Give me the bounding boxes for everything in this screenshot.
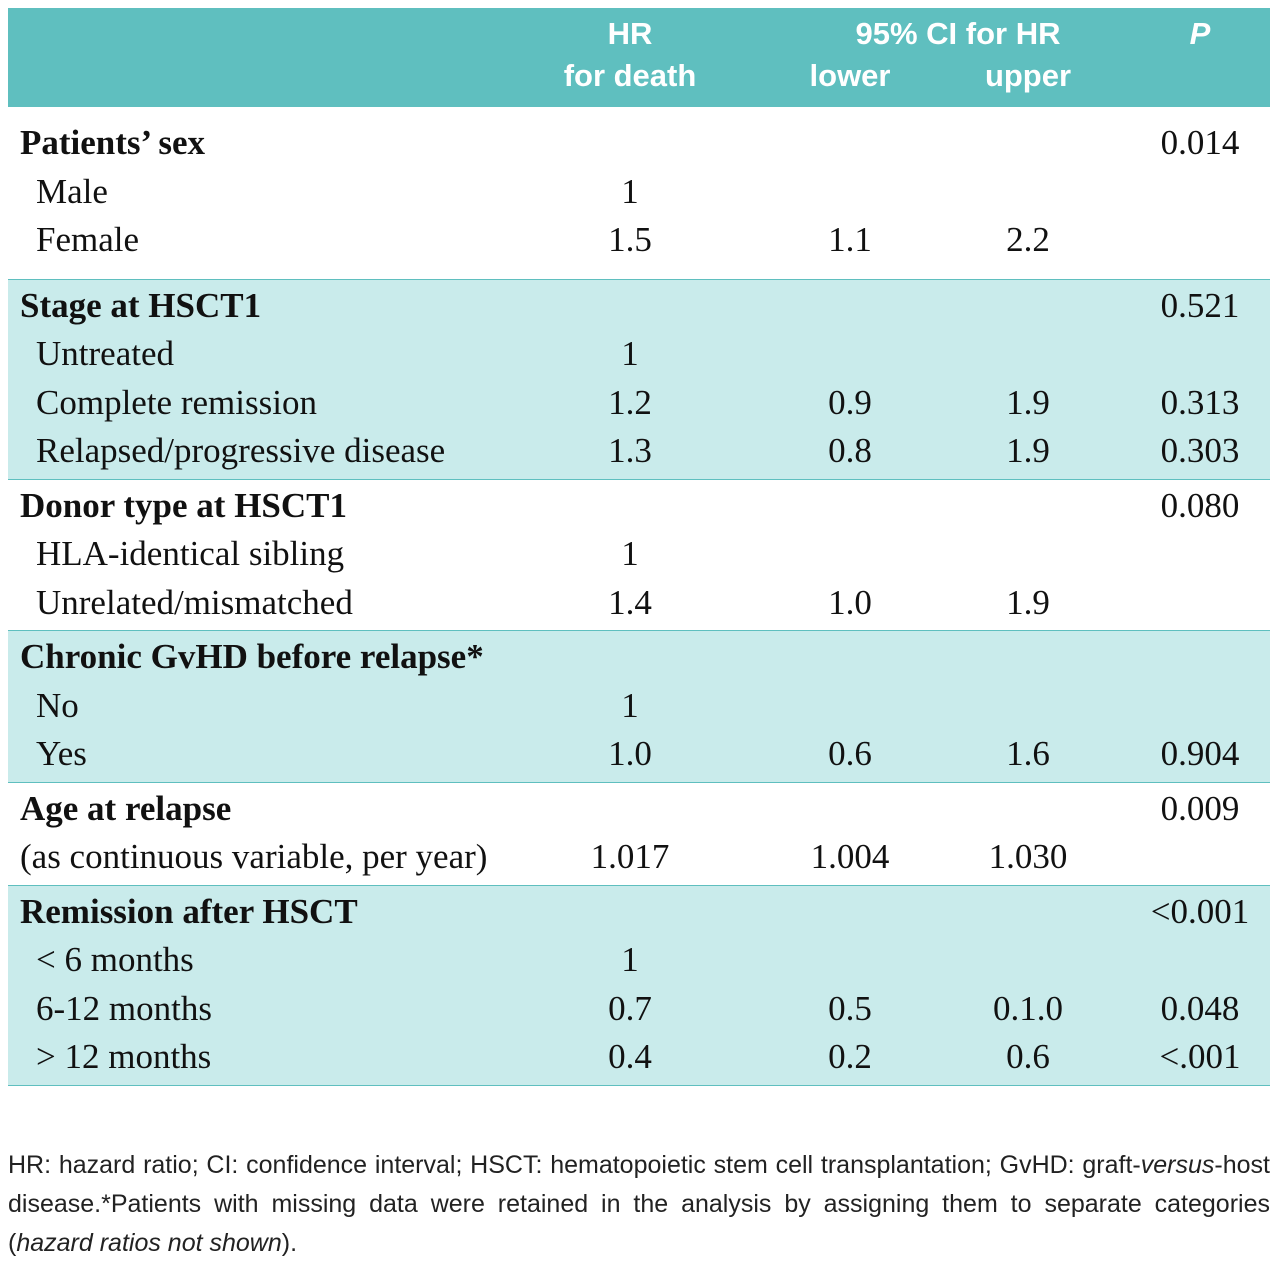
- row-label: Female: [36, 220, 140, 259]
- cell-upper: 0.6: [1006, 1037, 1050, 1076]
- row-label: Complete remission: [36, 382, 317, 422]
- cell-p: 0.048: [1160, 988, 1240, 1028]
- cell-hr: 1: [621, 940, 639, 979]
- p-value: <0.001: [1150, 891, 1250, 931]
- table-row: (as continuous variable, per year) 1.017 1…: [8, 833, 1270, 882]
- group-title: Chronic GvHD before relapse*: [20, 637, 484, 676]
- row-label: HLA-identical sibling: [36, 534, 345, 573]
- table-row: 6-12 months 0.7 0.5 0.1.0 0.048: [8, 985, 1270, 1034]
- table-row: Complete remission 1.2 0.9 1.9 0.313: [8, 379, 1270, 428]
- cell-lower: 0.5: [828, 988, 872, 1028]
- cell-hr: 1: [621, 171, 639, 211]
- row-group: Stage at HSCT1 0.521 Untreated 1 Complete re…: [8, 279, 1270, 480]
- table-row: Female 1.5 1.1 2.2: [8, 216, 1270, 265]
- group-title-row: Patients’ sex 0.014: [8, 119, 1270, 168]
- row-group: Patients’ sex 0.014 Male 1 Female 1.5 1.1 2.2: [8, 107, 1270, 280]
- p-value: 0.521: [1160, 285, 1240, 325]
- header-lower: lower: [809, 58, 891, 93]
- row-label: 6-12 months: [36, 988, 212, 1028]
- cell-upper: 1.9: [1006, 431, 1050, 470]
- row-group: Remission after HSCT <0.001 < 6 months 1 6-1…: [8, 885, 1270, 1086]
- cell-p: 0.313: [1160, 382, 1240, 422]
- footnote-text: HR: hazard ratio; CI: confidence interva…: [8, 1151, 1141, 1179]
- row-group: Donor type at HSCT1 0.080 HLA-identical si…: [8, 480, 1270, 631]
- cell-p: 0.303: [1160, 431, 1240, 470]
- cell-upper: 1.6: [1006, 734, 1050, 773]
- table: HR for death 95% CI for HR lower upper P…: [8, 8, 1270, 1086]
- cell-lower: 1.0: [828, 582, 872, 622]
- row-label: Unrelated/mismatched: [36, 582, 353, 622]
- group-title: Remission after HSCT: [20, 891, 358, 931]
- group-title-row: Donor type at HSCT1 0.080: [8, 482, 1270, 531]
- table-row: Untreated 1: [8, 330, 1270, 379]
- group-title: Donor type at HSCT1: [20, 485, 348, 525]
- cell-hr: 1.0: [608, 734, 652, 773]
- group-title: Stage at HSCT1: [20, 285, 262, 325]
- cell-upper: 1.9: [1006, 382, 1050, 422]
- row-group: Age at relapse 0.009 (as continuous variab…: [8, 783, 1270, 886]
- p-value: 0.080: [1160, 485, 1240, 525]
- cell-hr: 1.017: [590, 837, 670, 876]
- cell-upper: 2.2: [1006, 220, 1050, 259]
- cell-hr: 1.3: [608, 431, 652, 470]
- cell-hr: 1.2: [608, 382, 652, 422]
- table-header: HR for death 95% CI for HR lower upper P: [8, 8, 1270, 107]
- table-row: HLA-identical sibling 1: [8, 530, 1270, 579]
- cell-p: 0.904: [1160, 734, 1240, 773]
- row-label: Untreated: [36, 334, 174, 373]
- footnote-text: versus: [1140, 1151, 1215, 1179]
- cell-upper: 0.1.0: [993, 988, 1063, 1028]
- header-upper: upper: [984, 58, 1072, 93]
- footnote-text: hazard ratios not shown: [16, 1229, 282, 1257]
- group-title: Age at relapse: [20, 788, 232, 828]
- group-title: Patients’ sex: [20, 123, 205, 162]
- cell-hr: 1: [621, 534, 639, 573]
- table-row: No 1: [8, 682, 1270, 731]
- p-value: 0.014: [1160, 123, 1240, 162]
- cell-hr: 1.4: [608, 582, 652, 622]
- header-hr: for death: [563, 58, 697, 93]
- group-title-row: Chronic GvHD before relapse*: [8, 633, 1270, 682]
- table-row: Yes 1.0 0.6 1.6 0.904: [8, 730, 1270, 779]
- row-label: Male: [36, 171, 108, 211]
- row-label: No: [36, 685, 79, 725]
- row-label: < 6 months: [36, 940, 194, 979]
- footnote-text: ).: [281, 1229, 298, 1257]
- group-title-row: Age at relapse 0.009: [8, 785, 1270, 834]
- cell-p: <.001: [1159, 1037, 1241, 1076]
- row-label: > 12 months: [36, 1037, 212, 1076]
- table-row: > 12 months 0.4 0.2 0.6 <.001: [8, 1033, 1270, 1082]
- group-title-row: Remission after HSCT <0.001: [8, 888, 1270, 937]
- row-label: Yes: [36, 734, 87, 773]
- header-ci: 95% CI for HR: [855, 16, 1061, 51]
- header-p: P: [1189, 16, 1211, 51]
- cell-lower: 1.1: [828, 220, 872, 259]
- row-label: Relapsed/progressive disease: [36, 431, 446, 470]
- table-row: < 6 months 1: [8, 936, 1270, 985]
- table-body: Patients’ sex 0.014 Male 1 Female 1.5 1.1 2.2 St…: [8, 107, 1270, 1086]
- cell-hr: 1: [621, 685, 639, 725]
- cell-hr: 0.7: [608, 988, 652, 1028]
- cell-hr: 1.5: [608, 220, 652, 259]
- footnote: HR: hazard ratio; CI: confidence interva…: [8, 1146, 1270, 1263]
- table-row: Unrelated/mismatched 1.4 1.0 1.9: [8, 579, 1270, 628]
- p-value: 0.009: [1160, 788, 1240, 828]
- cell-lower: 0.9: [828, 382, 872, 422]
- cell-lower: 0.8: [828, 431, 872, 470]
- cell-hr: 1: [621, 334, 639, 373]
- cell-lower: 0.6: [828, 734, 872, 773]
- table-row: Relapsed/progressive disease 1.3 0.8 1.9 0.3…: [8, 427, 1270, 476]
- cell-lower: 1.004: [810, 837, 890, 876]
- row-group: Chronic GvHD before relapse* No 1 Yes 1.0 0.6…: [8, 631, 1270, 783]
- cell-upper: 1.030: [988, 837, 1068, 876]
- cell-upper: 1.9: [1006, 582, 1050, 622]
- header-hr: HR: [607, 16, 653, 51]
- cell-hr: 0.4: [608, 1037, 652, 1076]
- footnote-text: -host disease.*Patients with missing dat…: [8, 1151, 1270, 1257]
- table-row: Male 1: [8, 168, 1270, 217]
- row-label: (as continuous variable, per year): [20, 837, 488, 876]
- group-title-row: Stage at HSCT1 0.521: [8, 282, 1270, 331]
- cell-lower: 0.2: [828, 1037, 872, 1076]
